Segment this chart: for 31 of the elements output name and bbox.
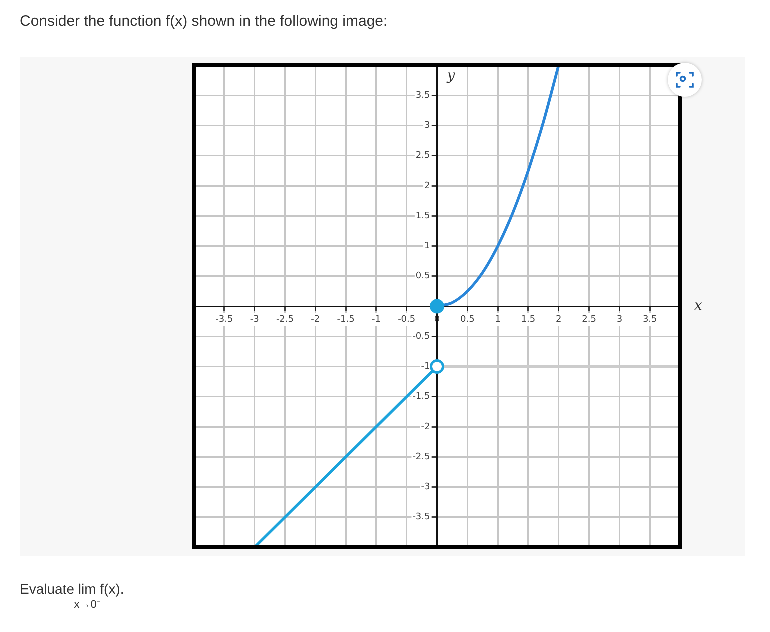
x-tick-label: -0.5 bbox=[398, 315, 416, 326]
x-tick-label: -2.5 bbox=[276, 315, 294, 326]
y-tick-label: 0.5 bbox=[416, 272, 430, 282]
x-tick-label: -1.5 bbox=[337, 315, 355, 326]
y-axis-title: y bbox=[446, 68, 456, 84]
chart-title: Consider the function f(x) shown in the following image: bbox=[20, 13, 388, 30]
x-tick-label: -2 bbox=[311, 315, 320, 326]
x-tick-label: -3.5 bbox=[216, 315, 234, 326]
y-tick-label: 2.5 bbox=[416, 151, 430, 162]
y-tick-label: -3 bbox=[421, 482, 430, 493]
x-tick-label: 1.5 bbox=[521, 315, 536, 326]
x-axis-title: x bbox=[694, 298, 703, 314]
x-tick-label: -3 bbox=[250, 315, 260, 326]
y-tick-label: -0.5 bbox=[412, 332, 430, 342]
x-tick-label: 3.5 bbox=[642, 315, 658, 326]
y-tick-label: -1 bbox=[421, 362, 430, 372]
y-tick-label: -2.5 bbox=[412, 452, 430, 462]
x-tick-label: -1 bbox=[372, 315, 381, 326]
x-tick-label: 2 bbox=[556, 315, 562, 326]
x-tick-label: 2.5 bbox=[582, 315, 596, 326]
y-tick-label: -2 bbox=[421, 422, 430, 432]
y-tick-label: 1.5 bbox=[416, 211, 430, 222]
x-tick-label: 0.5 bbox=[460, 315, 475, 326]
y-tick-label: -3.5 bbox=[412, 512, 430, 523]
x-tick-label: 3 bbox=[616, 315, 623, 326]
x-tick-label: 1 bbox=[495, 315, 501, 326]
y-tick-label: 2 bbox=[424, 181, 430, 192]
y-tick-label: -1.5 bbox=[412, 392, 430, 402]
y-tick-label: 3.5 bbox=[416, 90, 430, 101]
y-tick-label: 1 bbox=[424, 242, 430, 252]
y-tick-label: 3 bbox=[424, 121, 430, 132]
